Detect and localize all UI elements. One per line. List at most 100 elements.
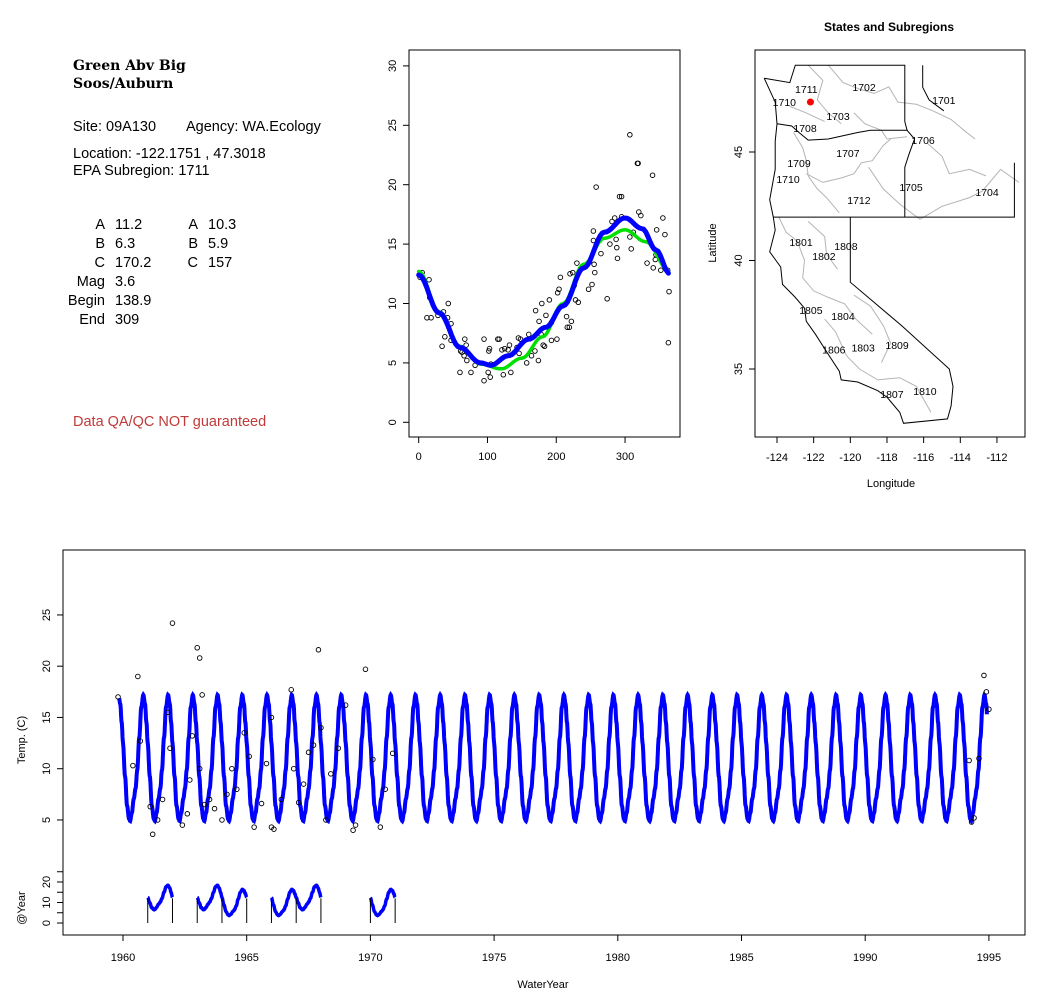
state-boundary: [763, 77, 954, 424]
data-point: [585, 286, 592, 292]
y2-tick-label: 10: [41, 896, 53, 908]
map-ylabel: Latitude: [707, 223, 719, 262]
data-point: [288, 687, 294, 693]
data-point: [278, 796, 285, 803]
data-point: [350, 827, 356, 833]
data-point: [598, 250, 604, 257]
param-row: C 157: [150, 254, 236, 273]
subregion-label: 1711: [795, 84, 818, 96]
state-boundary: [904, 129, 916, 218]
data-point: [613, 236, 619, 243]
data-point: [219, 817, 225, 823]
param-row: B 6.3: [60, 235, 151, 254]
data-point: [546, 297, 553, 303]
param-value: 170.2: [115, 255, 152, 271]
state-boundary: [773, 162, 1015, 218]
data-point: [323, 817, 329, 823]
subregion-label: 1707: [836, 148, 860, 160]
param-value: 157: [208, 255, 233, 271]
data-point: [189, 733, 196, 739]
data-point: [310, 742, 317, 748]
site-marker: [806, 98, 814, 106]
bottom-xlabel: WaterYear: [517, 979, 568, 991]
subregion-boundary: [926, 142, 987, 177]
subregion-label: 1801: [789, 237, 813, 249]
data-point: [539, 300, 545, 307]
year-segment-line: [270, 883, 323, 918]
data-point: [464, 357, 470, 364]
data-point: [532, 348, 538, 354]
y2-tick-label: 0: [41, 920, 53, 926]
data-point: [462, 336, 468, 342]
lon-tick-label: -118: [876, 452, 897, 464]
data-point: [508, 369, 514, 376]
data-point: [271, 826, 277, 832]
data-point: [468, 369, 474, 376]
data-point: [650, 265, 656, 271]
data-point: [389, 750, 396, 757]
data-point: [251, 824, 257, 830]
params-right: A 10.3 B 5.9 C 157: [150, 216, 237, 273]
data-point: [540, 342, 546, 348]
data-point: [532, 307, 539, 314]
data-point: [536, 318, 542, 325]
subregion-boundary: [778, 216, 873, 335]
data-point: [506, 342, 513, 348]
data-point: [616, 193, 623, 200]
param-key: Begin: [67, 293, 105, 309]
lon-tick-label: -114: [950, 452, 971, 464]
data-point: [352, 822, 359, 828]
x-tick-label: 1995: [977, 952, 1001, 964]
y-tick-label: 25: [387, 119, 399, 131]
data-point: [607, 241, 613, 247]
param-value: 11.2: [115, 217, 143, 233]
timeseries-frame: [62, 549, 1026, 936]
lon-tick-label: -122: [803, 452, 825, 464]
subregion-label: 1706: [911, 135, 935, 147]
data-point: [966, 757, 972, 764]
data-point: [496, 336, 502, 342]
bottom-ylabel2: @Year: [16, 891, 28, 925]
param-value: 6.3: [115, 236, 136, 252]
data-point: [179, 822, 186, 828]
subregion-label: 1704: [975, 187, 999, 199]
data-point: [981, 672, 987, 679]
data-point: [589, 281, 595, 288]
data-point: [523, 360, 530, 366]
data-point: [614, 244, 620, 251]
subregion-label: 1708: [793, 123, 817, 135]
y-tick-label: 15: [41, 711, 53, 723]
x-tick-label: 1985: [729, 952, 753, 964]
x-tick-label: 300: [616, 451, 634, 463]
subregion-boundary: [827, 64, 976, 140]
params-left: A 11.2 B 6.3 C 170.2 Mag 3.6 Begin 138.9 End 309: [60, 216, 151, 330]
subregion-label: 1802: [812, 251, 836, 263]
data-point: [439, 343, 445, 350]
lat-tick-label: 45: [733, 146, 745, 158]
data-point: [665, 339, 672, 346]
subregion-boundary: [868, 166, 1020, 220]
param-row: A 11.2: [60, 216, 151, 235]
data-point: [516, 350, 522, 357]
y-tick-label: 15: [387, 238, 399, 250]
subregion-boundary: [807, 64, 842, 125]
data-point: [563, 313, 570, 320]
data-point: [229, 765, 235, 772]
data-point: [382, 786, 388, 792]
site-name-line2: Soos/Auburn: [73, 76, 174, 92]
y-tick-label: 0: [387, 419, 399, 425]
seasonal-plot-frame: [408, 49, 681, 438]
data-point: [457, 369, 463, 376]
data-point: [591, 261, 597, 268]
x-tick-label: 200: [547, 451, 565, 463]
data-point: [211, 805, 218, 812]
data-point: [554, 290, 561, 296]
y-tick-label: 5: [41, 817, 53, 823]
data-point: [342, 702, 349, 708]
subregion-label: 1710: [773, 97, 797, 109]
data-point: [501, 345, 508, 352]
data-point: [445, 300, 452, 307]
data-point: [194, 645, 200, 651]
data-point: [500, 372, 507, 378]
